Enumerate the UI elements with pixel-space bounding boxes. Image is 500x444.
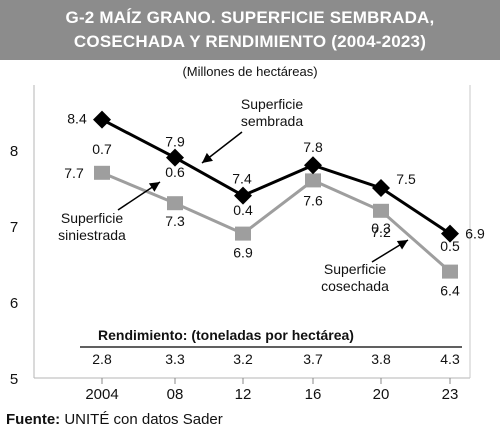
series-line-cosechada: [101, 171, 451, 273]
rendimiento-value: 3.7: [303, 351, 323, 367]
x-tick-label: 16: [305, 386, 322, 403]
cosechada-value-label: 7.7: [64, 165, 84, 181]
cosechada-point: [305, 173, 321, 188]
cosechada-value-label: 7.6: [303, 192, 323, 208]
rendimiento-value: 3.2: [233, 351, 253, 367]
cosechada-series-label: Superficie: [324, 261, 386, 277]
sembrada-value-label: 8.4: [67, 111, 87, 127]
rendimiento-label: Rendimiento: (toneladas por hectárea): [98, 327, 354, 343]
source-label: Fuente:: [6, 411, 61, 428]
cosechada-value-label: 7.2: [371, 224, 391, 240]
cosechada-value-label: 6.4: [440, 283, 460, 299]
x-tick-label: 20: [373, 386, 390, 403]
rendimiento-value: 4.3: [440, 351, 460, 367]
x-tick-label: 08: [167, 386, 184, 403]
rendimiento-value: 3.8: [371, 351, 391, 367]
y-tick-label: 6: [10, 295, 18, 312]
y-tick-label: 7: [10, 219, 18, 236]
cosechada-value-label: 6.9: [233, 245, 253, 261]
sembrada-series-label: Superficie: [241, 96, 303, 112]
sembrada-value-label: 7.4: [232, 171, 252, 187]
sembrada-value-label: 7.9: [165, 134, 185, 150]
sembrada-point: [166, 148, 184, 167]
x-tick-label: 2004: [85, 386, 118, 403]
series-line-sembrada: [101, 118, 451, 235]
cosechada-series-label: cosechada: [321, 278, 389, 294]
siniestrada-value-label: 0.7: [92, 141, 112, 157]
y-tick-label: 8: [10, 143, 18, 160]
cosechada-point: [442, 264, 458, 279]
chart-subtitle: (Millones de hectáreas): [182, 64, 318, 79]
siniestrada-series-label: Superficie: [61, 210, 123, 226]
rendimiento-value: 3.3: [165, 351, 185, 367]
x-tick-label: 12: [235, 386, 252, 403]
sembrada-point: [441, 224, 459, 243]
sembrada-point: [304, 156, 322, 175]
siniestrada-value-label: 0.5: [440, 238, 460, 254]
chart-title-line-2: COSECHADA Y RENDIMIENTO (2004-2023): [73, 32, 427, 51]
sembrada-point: [93, 110, 111, 129]
rendimiento-value: 2.8: [92, 351, 112, 367]
sembrada-series-label: sembrada: [241, 113, 303, 129]
cosechada-point: [373, 203, 389, 218]
source-text: UNITÉ con datos Sader: [60, 411, 223, 428]
cosechada-point: [167, 196, 183, 211]
y-tick-label: 5: [10, 371, 18, 388]
cosechada-arrow-head: [396, 240, 408, 250]
siniestrada-value-label: 0.6: [165, 164, 185, 180]
chart-title-line-1: G-2 MAÍZ GRANO. SUPERFICIE SEMBRADA,: [65, 8, 435, 27]
sembrada-point: [234, 186, 252, 205]
sembrada-value-label: 7.5: [396, 171, 416, 187]
sembrada-arrow-head: [202, 152, 213, 163]
source-note: Fuente: UNITÉ con datos Sader: [6, 411, 223, 428]
x-tick-label: 23: [442, 386, 459, 403]
title-bar: G-2 MAÍZ GRANO. SUPERFICIE SEMBRADA, COS…: [0, 0, 500, 60]
siniestrada-value-label: 0.3: [371, 220, 391, 236]
siniestrada-series-label: siniestrada: [58, 227, 126, 243]
siniestrada-value-label: 0.4: [233, 202, 253, 218]
cosechada-point: [235, 226, 251, 241]
sembrada-value-label: 7.8: [303, 139, 323, 155]
cosechada-value-label: 7.3: [165, 213, 185, 229]
siniestrada-arrow-head: [148, 182, 160, 192]
sembrada-value-label: 6.9: [465, 226, 485, 242]
sembrada-point: [372, 179, 390, 197]
cosechada-point: [94, 165, 110, 180]
